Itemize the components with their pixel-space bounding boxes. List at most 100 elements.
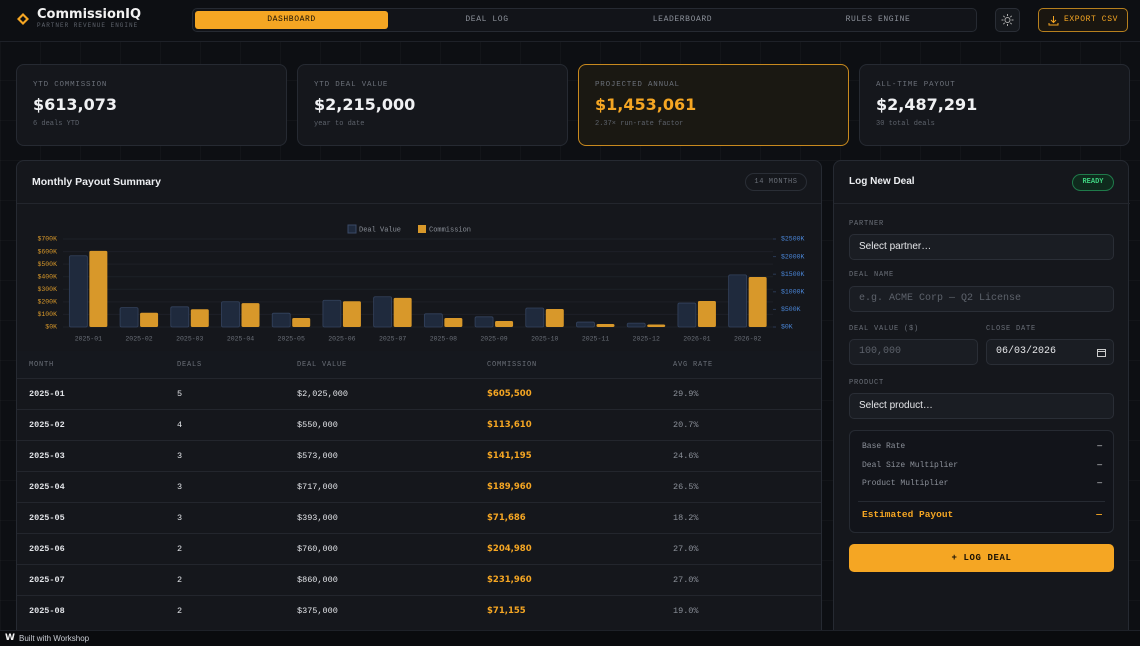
bar	[748, 276, 767, 327]
divider	[17, 203, 821, 204]
submit-button[interactable]: + LOG DEAL	[849, 544, 1114, 572]
table-cell: 2	[177, 606, 183, 616]
divider	[858, 501, 1105, 502]
column-header: MONTH	[29, 361, 55, 369]
table-cell: $573,000	[297, 451, 338, 461]
legend-label: Deal Value	[359, 226, 401, 234]
bar	[596, 323, 615, 327]
logo: CommissionIQ	[37, 7, 142, 22]
y-tick-label: $100K	[37, 311, 57, 318]
bar	[119, 307, 139, 328]
table-cell: 27.0%	[673, 575, 699, 585]
x-tick-label: 2025-12	[633, 336, 660, 343]
y2-tick-label: $0K	[781, 324, 793, 331]
y2-tick-label: $2500K	[781, 236, 805, 243]
panel-title: Monthly Payout Summary	[32, 176, 161, 188]
y2-tick-label: $2000K	[781, 253, 805, 260]
breakdown-value: —	[1097, 442, 1102, 451]
y2-tick-label: $1500K	[781, 271, 805, 278]
deal-value-input[interactable]: 100,000	[849, 339, 978, 365]
x-tick-label: 2025-05	[278, 336, 305, 343]
bar	[626, 322, 646, 328]
nav-item[interactable]: RULES ENGINE	[845, 15, 911, 24]
table-cell: 2025-05	[29, 513, 65, 523]
x-tick-label: 2025-11	[582, 336, 609, 343]
kpi-value: $613,073	[33, 95, 118, 114]
breakdown-label: Base Rate	[862, 442, 906, 451]
bar	[190, 309, 209, 327]
nav: DASHBOARD DEAL LOG LEADERBOARD RULES ENGINE	[192, 8, 977, 32]
field-label: DEAL VALUE ($)	[849, 325, 920, 333]
kpi-label: YTD DEAL VALUE	[314, 81, 389, 89]
table-cell: 5	[177, 389, 183, 399]
bar	[474, 316, 494, 328]
bar	[393, 297, 412, 327]
table-cell: 24.6%	[673, 451, 699, 461]
table-row: 2025-01 5 $2,025,000 $605,500 29.9%	[17, 378, 821, 409]
breakdown-label: Product Multiplier	[862, 479, 949, 488]
table-cell: 27.0%	[673, 544, 699, 554]
table-cell: 3	[177, 482, 183, 492]
close-date-input[interactable]: 06/03/2026	[986, 339, 1114, 365]
bar	[221, 301, 240, 328]
tagline: PARTNER REVENUE ENGINE	[37, 22, 139, 29]
table-row: 2025-05 3 $393,000 $71,686 18.2%	[17, 502, 821, 533]
field-label: PARTNER	[849, 220, 885, 228]
kpi-label: YTD COMMISSION	[33, 81, 108, 89]
table-row: 2025-06 2 $760,000 $204,980 27.0%	[17, 533, 821, 564]
table-cell: $231,960	[487, 575, 532, 585]
table-cell: 2025-04	[29, 482, 65, 492]
theme-toggle[interactable]	[995, 8, 1020, 32]
table-cell: 29.9%	[673, 389, 699, 399]
x-tick-label: 2025-01	[75, 336, 102, 343]
y-tick-label: $700K	[37, 236, 57, 243]
y-tick-label: $400K	[37, 273, 57, 280]
table-cell: 18.2%	[673, 513, 699, 523]
field-label: PRODUCT	[849, 379, 885, 387]
y2-tick-label: $500K	[781, 306, 801, 313]
table-cell: 3	[177, 513, 183, 523]
estimate-label: Estimated Payout	[862, 509, 954, 520]
bar	[545, 309, 564, 327]
partner-select[interactable]: Select partner…	[849, 234, 1114, 260]
footer: W Built with Workshop	[0, 630, 1140, 646]
bar	[342, 301, 361, 327]
table-cell: $860,000	[297, 575, 338, 585]
x-tick-label: 2025-06	[328, 336, 355, 343]
table-row: 2025-04 3 $717,000 $189,960 26.5%	[17, 471, 821, 502]
deal-name-input[interactable]: e.g. ACME Corp — Q2 License	[849, 286, 1114, 312]
nav-item[interactable]: LEADERBOARD	[652, 15, 713, 24]
kpi-value: $1,453,061	[595, 95, 697, 114]
bar	[140, 312, 159, 327]
x-tick-label: 2025-07	[379, 336, 406, 343]
table: MONTH DEALS DEAL VALUE COMMISSION AVG RATE 20…	[17, 351, 821, 639]
table-cell: 2025-02	[29, 420, 65, 430]
bar	[373, 296, 393, 328]
nav-item[interactable]: DASHBOARD	[195, 11, 388, 29]
bar	[444, 318, 463, 327]
logo-icon	[17, 13, 29, 25]
table-cell: 2025-03	[29, 451, 65, 461]
chart: $0K $100K $200K $300K $400K $500K $600K $700K $0…	[37, 224, 805, 343]
nav-item[interactable]: DEAL LOG	[465, 15, 509, 24]
bar	[647, 324, 666, 327]
table-cell: 4	[177, 420, 183, 430]
bar	[322, 299, 342, 328]
product-select[interactable]: Select product…	[849, 393, 1114, 419]
table-row: 2025-02 4 $550,000 $113,610 20.7%	[17, 409, 821, 440]
export-button[interactable]: EXPORT CSV	[1038, 8, 1128, 32]
column-header: DEAL VALUE	[297, 361, 348, 369]
legend-swatch	[418, 225, 426, 233]
table-cell: 2025-08	[29, 606, 65, 616]
footer-text: Built with Workshop	[19, 634, 90, 643]
bar	[68, 255, 88, 328]
divider	[834, 203, 1130, 204]
kpi-card: PROJECTED ANNUAL $1,453,061 2.37× run-rate…	[578, 64, 849, 146]
field-label: DEAL NAME	[849, 271, 895, 279]
kpi-card: YTD DEAL VALUE $2,215,000 year to date	[297, 64, 568, 146]
bar	[241, 303, 260, 327]
kpi-label: ALL-TIME PAYOUT	[876, 81, 956, 89]
export-label: EXPORT CSV	[1064, 15, 1119, 24]
header: CommissionIQ PARTNER REVENUE ENGINE DASH…	[0, 0, 1140, 42]
